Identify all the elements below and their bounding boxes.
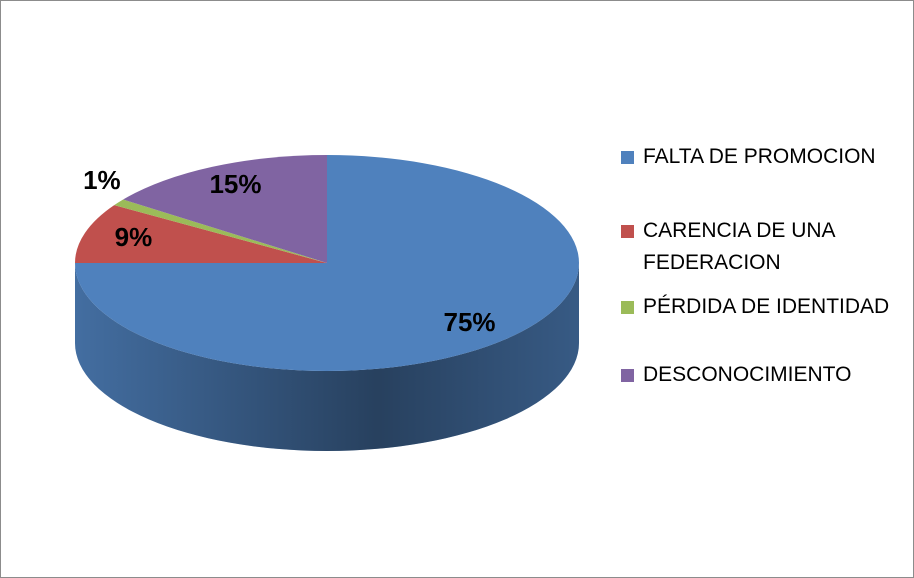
legend-item: PÉRDIDA DE IDENTIDAD <box>621 291 891 323</box>
legend-item: DESCONOCIMIENTO <box>621 359 891 391</box>
data-label: 75% <box>444 307 496 337</box>
legend: FALTA DE PROMOCION CARENCIA DE UNA FEDERA… <box>621 141 891 391</box>
pie-slice <box>123 155 327 263</box>
legend-swatch <box>621 151 634 164</box>
data-label: 15% <box>209 169 261 199</box>
legend-label: PÉRDIDA DE IDENTIDAD <box>643 295 890 318</box>
pie-slice <box>114 199 327 263</box>
pie-slice <box>75 205 327 263</box>
legend-label: FALTA DE PROMOCION <box>643 145 876 168</box>
pie-side-shade <box>75 263 579 451</box>
legend-swatch <box>621 301 634 314</box>
legend-label: DESCONOCIMIENTO <box>643 363 852 386</box>
legend-swatch <box>621 369 634 382</box>
legend-item: CARENCIA DE UNA FEDERACION <box>621 215 891 279</box>
legend-swatch <box>621 225 634 238</box>
legend-label: CARENCIA DE UNA FEDERACION <box>643 219 835 274</box>
data-label: 1% <box>83 165 121 195</box>
data-label: 9% <box>115 222 153 252</box>
legend-item: FALTA DE PROMOCION <box>621 141 891 173</box>
